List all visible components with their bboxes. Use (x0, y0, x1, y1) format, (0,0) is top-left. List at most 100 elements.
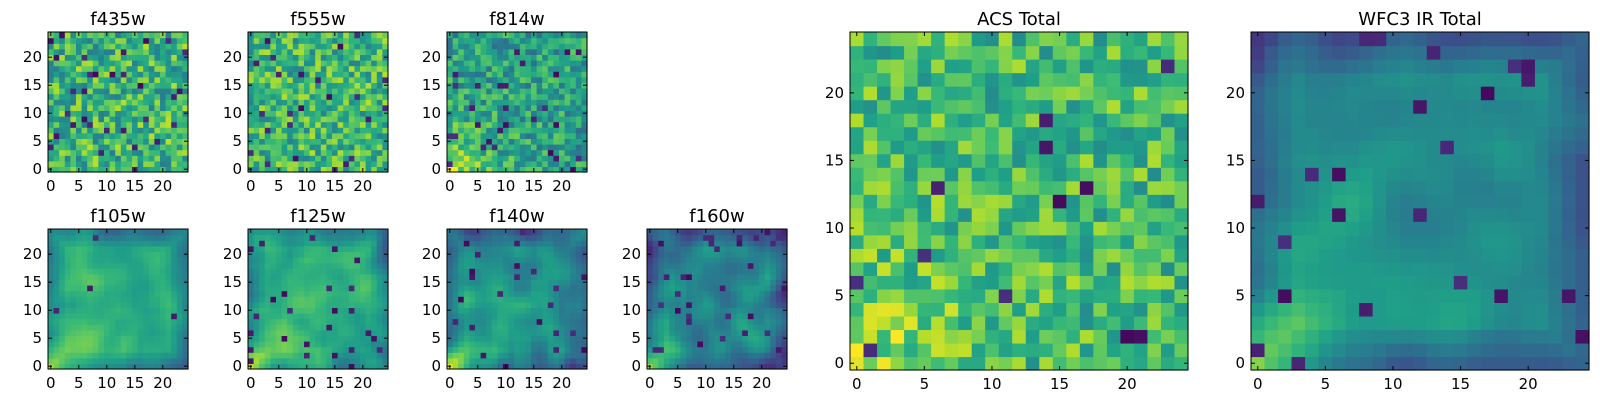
heatmap-cell (137, 88, 144, 95)
heatmap-cell (337, 104, 344, 111)
heatmap-cell (160, 335, 167, 342)
heatmap-cell (447, 104, 454, 111)
heatmap-cell (508, 88, 515, 95)
heatmap-cell (59, 357, 66, 364)
heatmap-cell (559, 257, 566, 264)
heatmap-cell (81, 116, 88, 123)
heatmap-cell (64, 71, 71, 78)
heatmap-cell (332, 160, 339, 167)
heatmap-cell (81, 335, 88, 342)
heatmap-cell (126, 32, 133, 39)
heatmap-cell (337, 273, 344, 280)
heatmap-cell (708, 268, 715, 275)
heatmap-cell (281, 357, 288, 364)
heatmap-cell (559, 341, 566, 348)
heatmap-cell (469, 296, 476, 303)
heatmap-cell (725, 251, 732, 258)
heatmap-cell (98, 318, 105, 325)
heatmap-cell (575, 357, 582, 364)
heatmap-cell (354, 268, 361, 275)
heatmap-cell (104, 138, 111, 145)
heatmap-cell (469, 352, 476, 359)
heatmap-cell (270, 363, 277, 370)
heatmap-cell (452, 245, 459, 252)
heatmap-cell (525, 121, 532, 128)
heatmap-cell (354, 313, 361, 320)
heatmap-cell (154, 99, 161, 106)
heatmap-cell (76, 160, 83, 167)
heatmap-cell (917, 194, 932, 209)
heatmap-cell (514, 307, 521, 314)
heatmap-cell (326, 127, 333, 134)
heatmap-cell (292, 279, 299, 286)
heatmap-cell (354, 290, 361, 297)
heatmap-cell (171, 71, 178, 78)
heatmap-cell (458, 268, 465, 275)
heatmap-cell (736, 324, 743, 331)
heatmap-cell (1106, 221, 1121, 236)
heatmap-cell (736, 290, 743, 297)
heatmap-cell (360, 149, 367, 156)
heatmap-cell (292, 121, 299, 128)
heatmap-cell (1120, 248, 1135, 263)
heatmap-cell (714, 251, 721, 258)
heatmap-cell (742, 346, 749, 353)
heatmap-cell (326, 318, 333, 325)
heatmap-cell (447, 240, 454, 247)
heatmap-cell (176, 257, 183, 264)
heatmap-cell (747, 357, 754, 364)
heatmap-cell (98, 144, 105, 151)
heatmap-cell (553, 132, 560, 139)
heatmap-cell (675, 341, 682, 348)
heatmap-cell (890, 342, 905, 358)
heatmap-cell (1079, 356, 1094, 371)
heatmap-cell (675, 257, 682, 264)
heatmap-cell (581, 234, 588, 241)
heatmap-cell (160, 313, 167, 320)
heatmap-cell (491, 324, 498, 331)
heatmap-cell (944, 248, 959, 263)
heatmap-cell (365, 329, 372, 336)
heatmap-cell (686, 229, 693, 236)
heatmap-cell (137, 110, 144, 117)
heatmap-cell (92, 257, 99, 264)
heatmap-cell (452, 363, 459, 370)
heatmap-cell (553, 346, 560, 353)
heatmap-cell (176, 318, 183, 325)
heatmap-cell (281, 257, 288, 264)
heatmap-cell (120, 357, 127, 364)
heatmap-cell (775, 245, 782, 252)
heatmap-cell (126, 313, 133, 320)
heatmap-cell (270, 138, 277, 145)
heatmap-cell (365, 132, 372, 139)
heatmap-cell (747, 273, 754, 280)
heatmap-cell (469, 268, 476, 275)
heatmap-cell (447, 116, 454, 123)
heatmap-cell (663, 229, 670, 236)
heatmap-cell (944, 288, 959, 303)
x-tick-label: 0 (445, 177, 455, 195)
heatmap-cell (753, 301, 760, 308)
heatmap-cell (669, 301, 676, 308)
heatmap-cell (348, 116, 355, 123)
heatmap-cell (59, 160, 66, 167)
heatmap-cell (382, 301, 389, 308)
heatmap-cell (764, 313, 771, 320)
heatmap-cell (337, 93, 344, 100)
heatmap-cell (259, 132, 266, 139)
heatmap-cell (337, 54, 344, 61)
y-tick-label: 10 (422, 104, 441, 122)
heatmap-cell (497, 363, 504, 370)
heatmap-cell (53, 307, 60, 314)
heatmap-cell (719, 346, 726, 353)
heatmap-cell (475, 273, 482, 280)
heatmap-cell (53, 363, 60, 370)
heatmap-cell (171, 127, 178, 134)
heatmap-cell (547, 335, 554, 342)
heatmap-cell (581, 229, 588, 236)
heatmap-cell (298, 82, 305, 89)
heatmap-cell (469, 60, 476, 67)
heatmap-cell (276, 43, 283, 50)
heatmap-cell (171, 279, 178, 286)
